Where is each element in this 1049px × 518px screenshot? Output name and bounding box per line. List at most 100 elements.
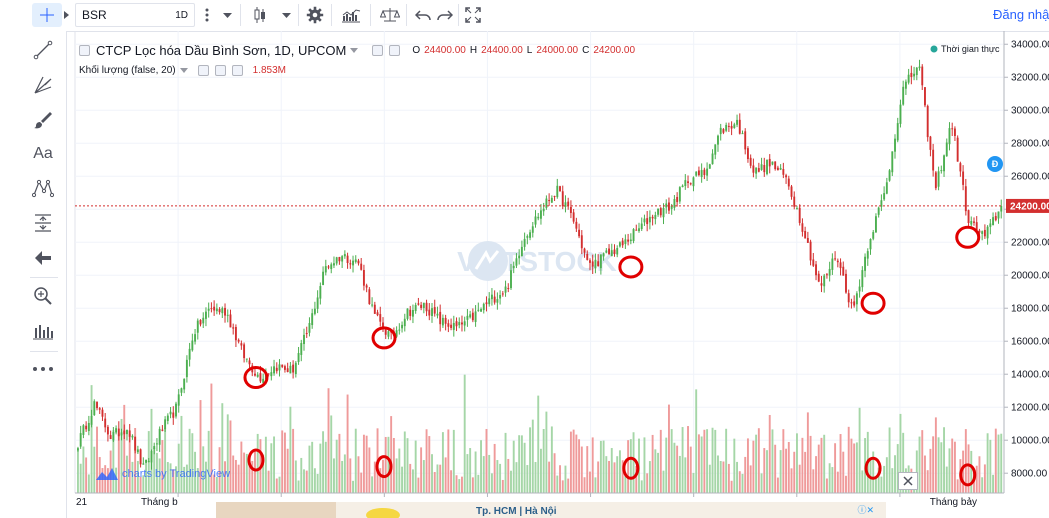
chevron-down-icon[interactable] <box>278 3 294 27</box>
volume-bar <box>164 427 167 493</box>
volume-bar <box>101 468 104 493</box>
volume-bar <box>461 476 463 493</box>
candle-body <box>172 412 175 418</box>
login-link[interactable]: Đăng nhập <box>993 7 1049 22</box>
candle-body <box>766 159 768 175</box>
ad-image <box>216 502 336 518</box>
measure-icon[interactable] <box>26 208 60 238</box>
volume-close-icon[interactable] <box>231 64 243 76</box>
volume-settings-icon[interactable] <box>214 64 226 76</box>
candle-body <box>964 186 967 212</box>
volume-bar <box>899 413 902 493</box>
fork-icon[interactable] <box>26 70 60 100</box>
volume-bar <box>433 472 436 493</box>
indicators-icon[interactable] <box>339 3 363 27</box>
candle-body <box>812 259 815 266</box>
volume-bar <box>774 444 777 493</box>
candle-body <box>422 302 425 308</box>
candle-body <box>643 218 646 223</box>
volume-bar <box>229 420 232 493</box>
candle-body <box>294 362 297 375</box>
volume-bar <box>580 446 583 493</box>
candle-body <box>417 303 420 305</box>
volume-bar <box>553 453 556 493</box>
undo-icon[interactable] <box>412 3 434 27</box>
volume-bar <box>357 456 360 493</box>
candle-body <box>164 419 167 430</box>
candle-body <box>205 311 207 319</box>
collapse-icon[interactable] <box>79 44 90 56</box>
candle-body <box>670 205 673 209</box>
realtime-indicator: Thời gian thực <box>930 44 999 54</box>
redo-icon[interactable] <box>434 3 456 27</box>
volume-bar <box>330 415 333 493</box>
candle-body <box>921 66 924 86</box>
volume-eye-icon[interactable] <box>197 64 209 76</box>
candle-body <box>229 314 232 328</box>
tradingview-branding[interactable]: charts by TradingView <box>96 468 230 480</box>
candle-body <box>899 104 902 124</box>
candle-body <box>929 136 932 150</box>
candle-body <box>820 283 823 286</box>
candle-body <box>270 372 273 377</box>
more-icon[interactable] <box>26 354 60 384</box>
compare-icon[interactable] <box>378 3 402 27</box>
symbol-search[interactable]: BSR 1D <box>75 3 195 27</box>
volume-bar <box>697 434 700 493</box>
volume-bar <box>297 480 300 493</box>
candle-body <box>858 286 861 292</box>
dividend-badge-icon[interactable]: Đ <box>987 156 1003 172</box>
symbol-text: BSR <box>82 8 107 22</box>
volume-bar <box>632 432 635 493</box>
candle-icon[interactable] <box>248 3 272 27</box>
candle-body <box>248 360 251 365</box>
candle-body <box>725 124 728 131</box>
ad-banner[interactable]: Tp. HCM | Hà Nội ⓘ✕ <box>216 502 886 518</box>
settings-small-icon[interactable] <box>389 44 401 56</box>
volume-bar <box>485 428 488 493</box>
volume-bar <box>169 463 172 493</box>
arrow-left-icon[interactable] <box>26 243 60 273</box>
volume-bar <box>166 462 169 493</box>
sidebar-arrow-icon[interactable] <box>62 3 70 27</box>
candle-body <box>956 137 959 162</box>
l-label: L <box>526 44 533 56</box>
volume-bar <box>809 435 812 493</box>
candle-body <box>883 193 886 200</box>
chart-bars-icon[interactable] <box>26 316 60 346</box>
volume-bar <box>640 480 643 493</box>
candle-body <box>395 330 398 337</box>
more-vert-icon[interactable] <box>200 3 214 27</box>
legend-chevron-down-icon[interactable] <box>350 47 359 53</box>
volume-bar <box>175 466 177 493</box>
x-tick-label: Tháng b <box>141 497 178 508</box>
pattern-icon[interactable] <box>26 173 60 203</box>
text-icon[interactable]: Aa <box>33 145 53 162</box>
eye-icon[interactable] <box>372 44 384 56</box>
gear-icon[interactable] <box>303 3 327 27</box>
ad-close-icon[interactable]: ⓘ✕ <box>857 505 874 515</box>
candle-body <box>749 157 752 166</box>
interval-chevron-down-icon[interactable] <box>220 3 234 27</box>
trendline-icon[interactable] <box>26 35 60 65</box>
candle-body <box>651 216 654 219</box>
crosshair-icon[interactable] <box>32 3 62 27</box>
candle-body <box>496 299 499 303</box>
zoom-icon[interactable] <box>26 281 60 311</box>
volume-bar <box>605 456 608 493</box>
fullscreen-icon[interactable] <box>462 3 484 27</box>
close-icon[interactable] <box>898 472 918 490</box>
candle-body <box>234 327 237 341</box>
volume-bar <box>324 441 327 493</box>
watermark-logo <box>468 241 508 281</box>
x-tick-label: Tháng bảy <box>930 497 977 508</box>
volume-chevron-down-icon[interactable] <box>179 67 188 73</box>
volume-bar <box>689 446 692 493</box>
candle-body <box>648 216 651 223</box>
brush-icon[interactable] <box>26 105 60 135</box>
volume-bar <box>836 471 839 493</box>
volume-bar <box>670 429 673 493</box>
chart-area[interactable]: VIETSTOCK 34000.0032000.0030000.0028000.… <box>0 31 1049 518</box>
volume-bar <box>888 427 891 493</box>
volume-bar <box>417 477 420 493</box>
